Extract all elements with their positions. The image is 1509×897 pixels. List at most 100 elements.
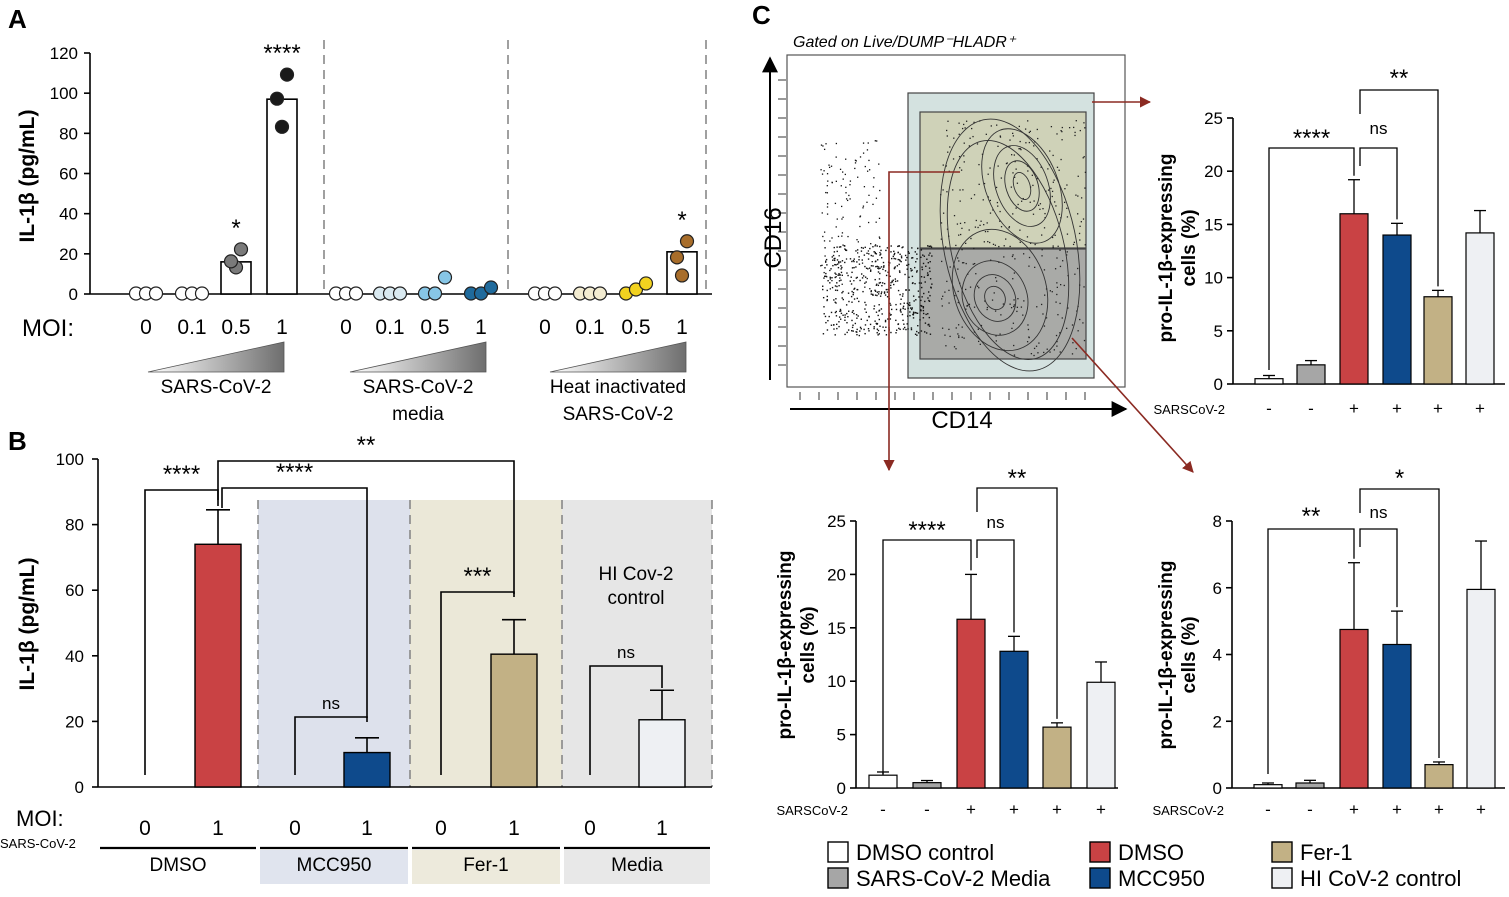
event-dot <box>821 264 823 266</box>
significance-label: **** <box>163 461 200 488</box>
event-dot <box>880 291 883 293</box>
event-dot <box>911 307 913 309</box>
event-dot <box>995 340 997 342</box>
event-dot <box>947 120 949 122</box>
y-tick-label: 4 <box>1213 646 1222 665</box>
event-dot <box>1049 290 1051 292</box>
event-dot <box>1037 352 1039 354</box>
event-dot <box>912 314 915 316</box>
event-dot <box>1054 268 1057 270</box>
event-dot <box>856 297 858 300</box>
event-dot <box>841 235 843 237</box>
moi-tick-label: 0 <box>139 817 151 840</box>
event-dot <box>1046 348 1048 350</box>
event-dot <box>900 260 902 263</box>
event-dot <box>1013 272 1016 274</box>
event-dot <box>869 247 871 250</box>
event-dot <box>874 252 877 255</box>
event-dot <box>887 288 889 291</box>
bar <box>490 653 538 788</box>
event-dot <box>946 191 948 193</box>
event-dot <box>905 328 907 331</box>
event-dot <box>909 311 911 313</box>
event-dot <box>963 123 965 126</box>
event-dot <box>1059 351 1061 353</box>
event-dot <box>984 300 986 302</box>
event-dot <box>852 259 855 262</box>
significance-label: ** <box>1008 465 1027 492</box>
event-dot <box>867 328 870 330</box>
event-dot <box>875 311 878 313</box>
event-dot <box>825 321 827 324</box>
event-dot <box>961 262 964 264</box>
event-dot <box>948 302 950 304</box>
event-dot <box>864 308 866 310</box>
event-dot <box>838 261 840 263</box>
event-dot <box>920 304 922 307</box>
event-dot <box>1071 353 1074 355</box>
event-dot <box>898 245 900 247</box>
event-dot <box>912 312 915 314</box>
event-dot <box>1002 303 1005 305</box>
row-label: SARSCoV-2 <box>776 803 848 818</box>
treatment-background <box>258 500 410 787</box>
event-dot <box>883 329 886 332</box>
event-dot <box>825 258 828 261</box>
event-dot <box>968 145 971 147</box>
event-dot <box>841 283 843 285</box>
bar <box>1424 764 1454 789</box>
event-dot <box>990 125 992 127</box>
treatment-sign: + <box>966 800 976 819</box>
event-dot <box>927 291 930 293</box>
event-dot <box>877 266 880 268</box>
event-dot <box>847 235 849 238</box>
y-tick-label: 0 <box>69 285 78 304</box>
event-dot <box>940 238 943 240</box>
event-dot <box>989 167 991 169</box>
event-dot <box>837 274 839 276</box>
event-dot <box>965 262 967 265</box>
event-dot <box>1009 139 1011 141</box>
event-dot <box>870 290 873 292</box>
event-dot <box>832 259 834 261</box>
event-dot <box>834 202 837 205</box>
event-dot <box>1071 324 1074 326</box>
event-dot <box>856 328 858 331</box>
data-point <box>669 250 685 265</box>
y-tick-label: 80 <box>59 124 78 143</box>
event-dot <box>889 302 891 305</box>
event-dot <box>1035 345 1038 347</box>
event-dot <box>928 316 931 319</box>
event-dot <box>911 275 914 278</box>
event-dot <box>826 213 829 215</box>
event-dot <box>821 212 823 214</box>
event-dot <box>874 244 877 246</box>
event-dot <box>1044 217 1046 219</box>
row-label: SARSCoV-2 <box>1153 402 1225 417</box>
event-dot <box>1022 253 1025 255</box>
event-dot <box>853 287 856 290</box>
event-dot <box>831 237 833 239</box>
event-dot <box>880 292 882 295</box>
event-dot <box>1051 291 1053 293</box>
event-dot <box>944 291 946 293</box>
event-dot <box>889 284 892 287</box>
event-dot <box>891 280 893 282</box>
event-dot <box>880 308 883 310</box>
event-dot <box>899 260 901 262</box>
event-dot <box>859 330 861 332</box>
bar <box>194 543 242 788</box>
moi-tick-label: 0 <box>539 316 551 339</box>
event-dot <box>833 259 836 262</box>
event-dot <box>876 245 878 247</box>
event-dot <box>1019 147 1021 150</box>
event-dot <box>876 294 878 297</box>
data-point <box>679 234 695 249</box>
event-dot <box>874 290 877 292</box>
y-tick-label: 25 <box>1204 109 1223 128</box>
event-dot <box>920 330 923 332</box>
event-dot <box>1077 213 1079 215</box>
event-dot <box>1043 325 1046 327</box>
event-dot <box>856 288 858 291</box>
event-dot <box>833 299 835 301</box>
